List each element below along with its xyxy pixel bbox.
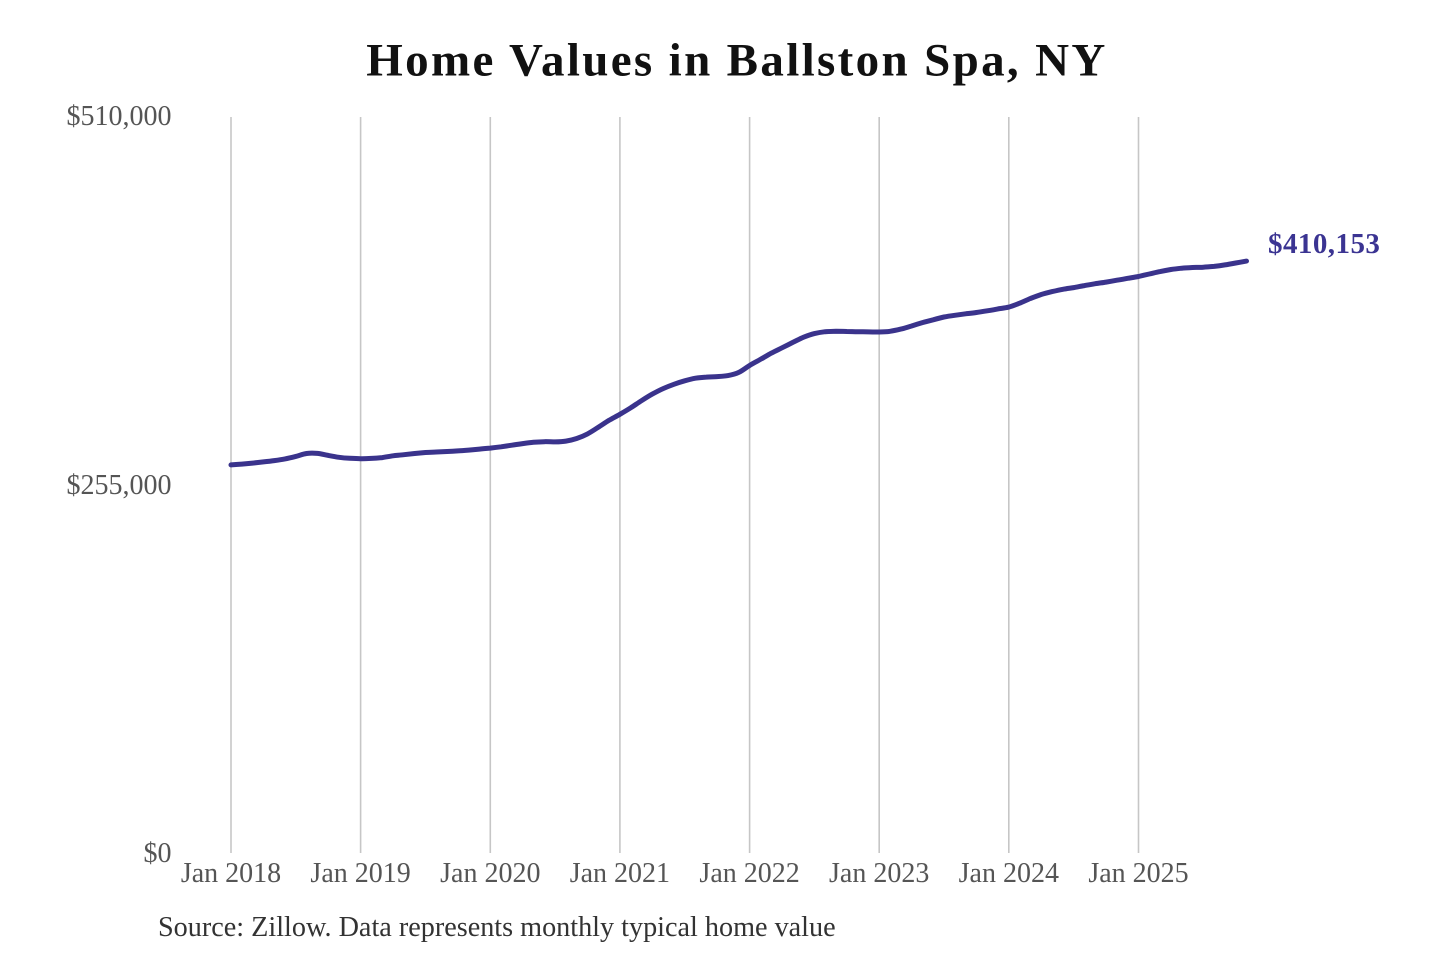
svg-text:Jan 2022: Jan 2022 [699, 858, 799, 889]
svg-text:Home Values in Ballston Spa, N: Home Values in Ballston Spa, NY [366, 35, 1107, 87]
svg-text:Jan 2018: Jan 2018 [181, 858, 281, 889]
svg-text:$410,153: $410,153 [1268, 228, 1380, 260]
svg-text:Jan 2023: Jan 2023 [829, 858, 929, 889]
svg-text:Jan 2020: Jan 2020 [440, 858, 540, 889]
svg-text:Jan 2025: Jan 2025 [1088, 858, 1188, 889]
svg-text:Jan 2024: Jan 2024 [959, 858, 1059, 889]
svg-text:Source: Zillow. Data represent: Source: Zillow. Data represents monthly … [158, 912, 836, 943]
svg-text:$510,000: $510,000 [67, 101, 172, 132]
svg-text:Jan 2019: Jan 2019 [310, 858, 410, 889]
svg-text:$255,000: $255,000 [67, 470, 172, 501]
svg-text:Jan 2021: Jan 2021 [570, 858, 670, 889]
svg-text:$0: $0 [144, 838, 172, 869]
